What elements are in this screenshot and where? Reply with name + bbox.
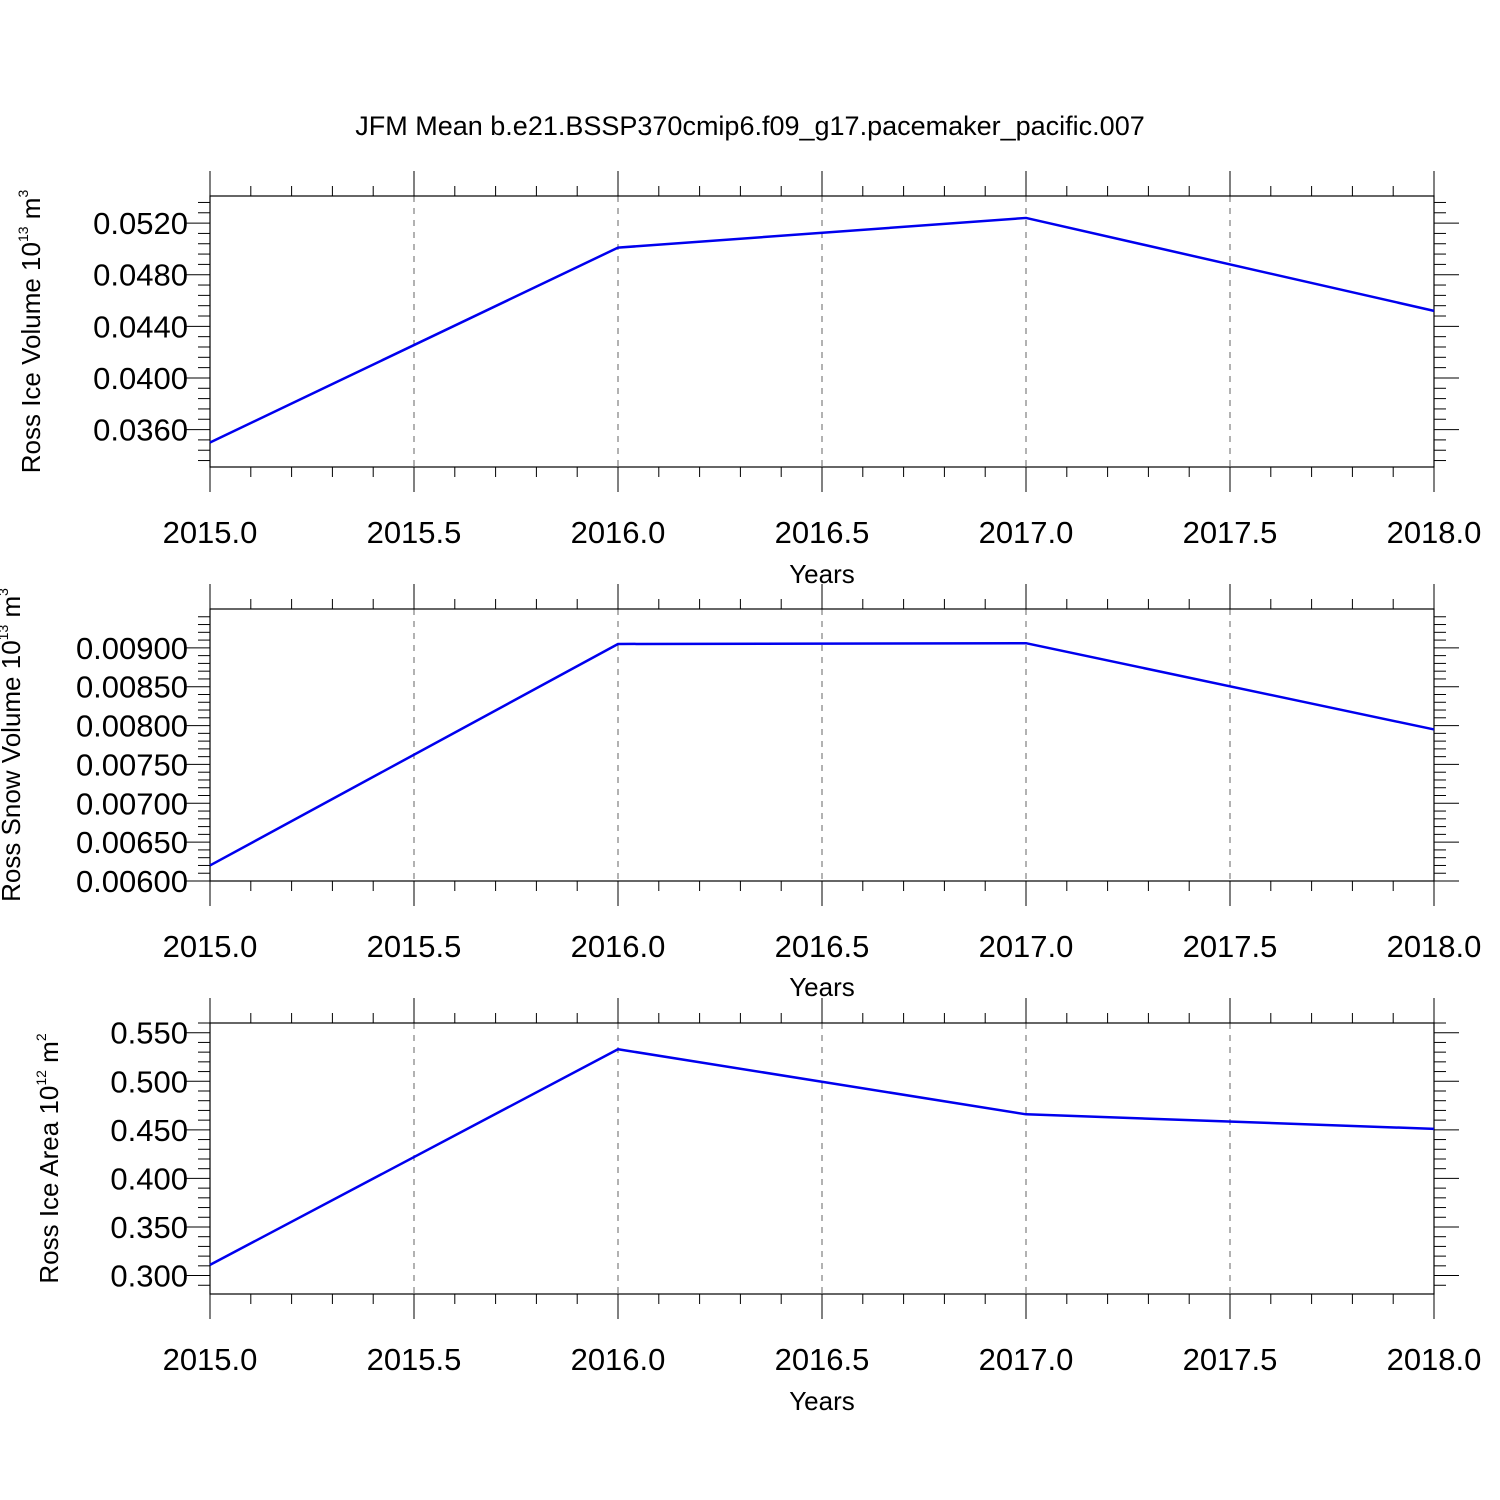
y-axis-title-superscript: 3 <box>15 190 31 198</box>
y-tick-label: 0.0480 <box>93 258 188 293</box>
y-axis-title-text: m <box>16 198 46 227</box>
x-tick-label: 2015.5 <box>367 515 462 550</box>
x-tick-label: 2018.0 <box>1387 1342 1482 1377</box>
x-tick-label: 2015.0 <box>163 1342 258 1377</box>
y-axis-title-text: Ross Ice Volume 10 <box>16 242 46 473</box>
x-tick-label: 2017.5 <box>1183 515 1278 550</box>
y-axis-title-text: Ross Ice Area 10 <box>34 1086 64 1284</box>
y-tick-label: 0.00700 <box>76 786 188 821</box>
y-axis-title: Ross Ice Volume 1013 m3 <box>15 190 46 474</box>
x-tick-label: 2015.0 <box>163 515 258 550</box>
x-tick-label: 2017.5 <box>1183 1342 1278 1377</box>
panels: 2015.0 2015.5 2016.0 2016.5 2017.0 2017.5 2018… <box>0 171 1481 1416</box>
x-tick-label: 2017.0 <box>979 929 1074 964</box>
y-tick-label: 0.00750 <box>76 747 188 782</box>
data-line-series-1 <box>209 216 1435 444</box>
chart-panel-1: 2015.0 2015.5 2016.0 2016.5 2017.0 2017.5 2018… <box>15 171 1481 589</box>
x-tick-label: 2017.0 <box>979 1342 1074 1377</box>
x-tick-label: 2016.0 <box>571 515 666 550</box>
y-tick-label: 0.00600 <box>76 864 188 899</box>
y-axis-title-superscript: 2 <box>33 1033 49 1041</box>
x-tick-label: 2016.5 <box>775 515 870 550</box>
x-tick-label: 2017.0 <box>979 515 1074 550</box>
x-tick-label: 2017.5 <box>1183 929 1278 964</box>
data-line-series-1 <box>209 641 1435 867</box>
y-axis-title-text: m <box>0 596 26 625</box>
y-axis-title: Ross Snow Volume 1013 m3 <box>0 588 26 902</box>
y-tick-label: 0.0440 <box>93 309 188 344</box>
y-tick-label: 0.0400 <box>93 361 188 396</box>
y-tick-label: 0.450 <box>110 1113 188 1148</box>
data-line-series-1 <box>209 1047 1435 1266</box>
x-tick-label: 2018.0 <box>1387 929 1482 964</box>
y-tick-label: 0.00900 <box>76 631 188 666</box>
y-axis-title-text: Ross Snow Volume 10 <box>0 640 26 902</box>
y-axis-title: Ross Ice Area 1012 m2 <box>33 1033 64 1283</box>
x-tick-label: 2016.5 <box>775 929 870 964</box>
figure-title: JFM Mean b.e21.BSSP370cmip6.f09_g17.pace… <box>355 111 1144 141</box>
y-tick-label: 0.0520 <box>93 206 188 241</box>
x-tick-label: 2018.0 <box>1387 515 1482 550</box>
y-axis-title-superscript: 12 <box>33 1070 49 1086</box>
y-tick-label: 0.0360 <box>93 413 188 448</box>
y-axis-title-superscript: 13 <box>15 226 31 242</box>
y-tick-label: 0.00800 <box>76 709 188 744</box>
chart-panel-3: 2015.0 2015.5 2016.0 2016.5 2017.0 2017.5 2018… <box>33 998 1481 1416</box>
x-axis-title: Years <box>789 1386 855 1416</box>
y-axis-title-superscript: 13 <box>0 625 11 641</box>
x-tick-label: 2016.0 <box>571 929 666 964</box>
y-tick-label: 0.550 <box>110 1016 188 1051</box>
x-tick-label: 2015.5 <box>367 929 462 964</box>
x-tick-label: 2016.5 <box>775 1342 870 1377</box>
x-tick-label: 2016.0 <box>571 1342 666 1377</box>
y-tick-label: 0.350 <box>110 1210 188 1245</box>
y-tick-label: 0.00850 <box>76 670 188 705</box>
chart-panel-2: 2015.0 2015.5 2016.0 2016.5 2017.0 2017.5 2018… <box>0 584 1481 1002</box>
x-tick-label: 2015.5 <box>367 1342 462 1377</box>
y-tick-label: 0.300 <box>110 1259 188 1294</box>
y-axis-title-superscript: 3 <box>0 588 11 596</box>
y-tick-label: 0.500 <box>110 1064 188 1099</box>
y-axis-title-text: m <box>34 1041 64 1070</box>
y-tick-label: 0.400 <box>110 1161 188 1196</box>
y-tick-label: 0.00650 <box>76 825 188 860</box>
x-axis-title: Years <box>789 972 855 1002</box>
x-tick-label: 2015.0 <box>163 929 258 964</box>
